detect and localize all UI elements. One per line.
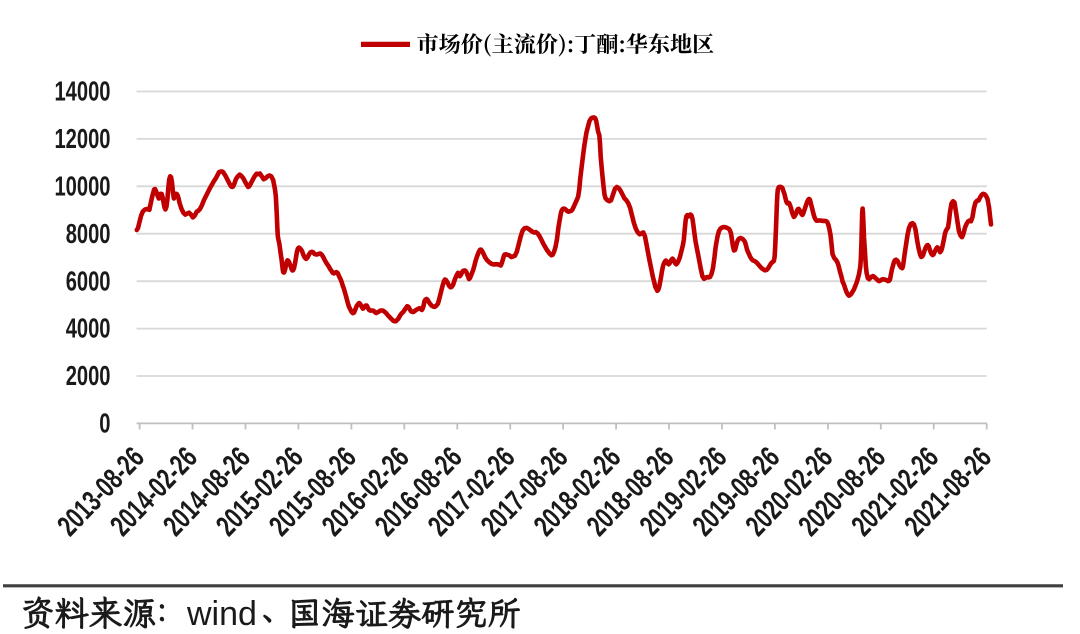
svg-text:14000: 14000 xyxy=(54,77,110,108)
svg-text:6000: 6000 xyxy=(66,266,111,297)
svg-text:10000: 10000 xyxy=(54,171,110,202)
svg-text:0: 0 xyxy=(99,409,110,440)
svg-text:wind: wind xyxy=(186,595,257,633)
svg-text:2000: 2000 xyxy=(66,361,111,392)
svg-text:4000: 4000 xyxy=(66,314,111,345)
svg-text:8000: 8000 xyxy=(66,219,111,250)
svg-text:12000: 12000 xyxy=(54,124,110,155)
